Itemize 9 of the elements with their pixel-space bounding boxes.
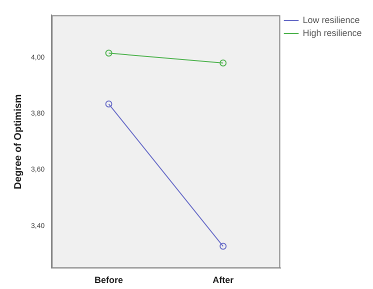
point (105, 100, 112, 108)
x-tick-label: After (212, 275, 234, 286)
point (220, 242, 227, 250)
point (105, 50, 112, 57)
legend-label: High resilience (302, 28, 362, 38)
point (220, 59, 227, 66)
legend-label: Low resilience (302, 14, 360, 25)
y-axis-title: Degree of Optimism (12, 94, 24, 190)
x-tick-label: Before (94, 275, 124, 286)
